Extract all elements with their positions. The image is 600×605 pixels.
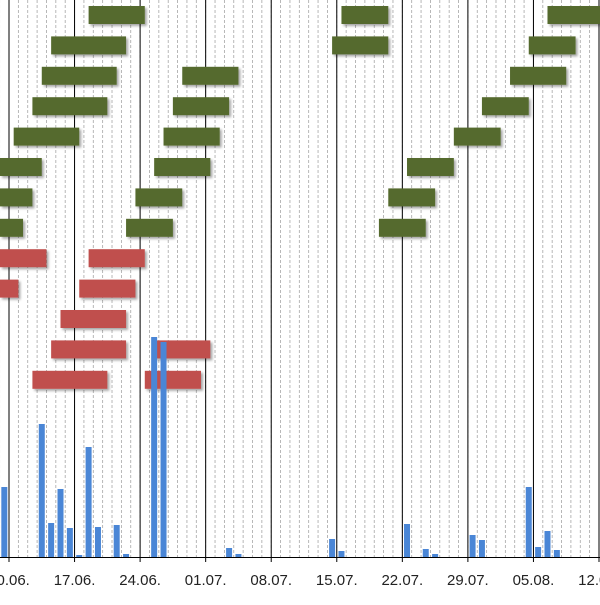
gantt-bar (41, 66, 117, 85)
gantt-bar (144, 370, 201, 389)
gantt-bar (88, 249, 145, 268)
gantt-bar (135, 188, 183, 207)
gantt-bar (154, 158, 211, 176)
histogram-bar (404, 524, 411, 557)
histogram-bar (422, 549, 429, 557)
x-tick-label: 17.06. (54, 572, 96, 589)
gantt-bar (32, 370, 108, 389)
gantt-bar (79, 279, 136, 298)
gantt-bar (51, 340, 127, 359)
bars-layer (0, 6, 600, 389)
histogram-bar (85, 447, 92, 557)
histogram-bar (113, 525, 120, 557)
histogram-bar (525, 487, 532, 557)
gantt-bar (510, 66, 567, 85)
gantt-bar (528, 36, 576, 55)
gantt-bar (0, 158, 42, 176)
histogram-bar (469, 535, 476, 557)
x-tick-label: 15.07. (316, 572, 358, 589)
histogram-bar (235, 554, 242, 557)
x-tick-label: 08.07. (250, 572, 292, 589)
gantt-bar (13, 127, 80, 146)
gantt-bar (0, 188, 33, 207)
gantt-bar (341, 6, 389, 24)
gantt-bar (481, 97, 529, 116)
histogram-bar (226, 548, 233, 557)
gantt-bar (332, 36, 389, 55)
histogram-bar (160, 342, 167, 557)
histogram-bar (66, 528, 73, 557)
histogram-bar (553, 550, 560, 557)
gantt-bar (0, 279, 19, 298)
gantt-bar (32, 97, 108, 116)
histogram-layer (1, 337, 560, 557)
histogram-bar (432, 554, 439, 557)
gantt-bar (60, 310, 127, 328)
gantt-bar (51, 36, 127, 55)
gantt-bar (163, 127, 220, 146)
gantt-bar (126, 218, 173, 237)
histogram-bar (151, 337, 158, 557)
gantt-bar (88, 6, 145, 24)
gantt-bar (154, 340, 211, 359)
x-tick-label: 24.06. (119, 572, 161, 589)
gantt-bar (172, 97, 230, 116)
histogram-bar (94, 527, 101, 557)
x-tick-label: 10.06. (0, 572, 30, 589)
histogram-bar (57, 489, 64, 557)
grid-layer (0, 0, 600, 557)
histogram-bar (48, 523, 55, 557)
gantt-bar (182, 66, 239, 85)
gantt-bar (407, 158, 454, 176)
histogram-bar (338, 551, 345, 557)
x-tick-label: 05.08. (513, 572, 555, 589)
x-tick-label: 12.08. (578, 572, 600, 589)
x-axis: 10.06. 17.06. 24.06. 01.07. 08.07. 15.07. 22.0… (0, 557, 600, 589)
histogram-bar (329, 539, 336, 557)
gantt-bar (0, 218, 24, 237)
histogram-bar (544, 531, 551, 557)
histogram-bar (478, 540, 485, 557)
histogram-bar (1, 487, 8, 557)
gantt-bar (453, 127, 501, 146)
histogram-bar (123, 554, 130, 557)
x-tick-label: 22.07. (381, 572, 423, 589)
gantt-bar (378, 218, 426, 237)
x-tick-label: 29.07. (447, 572, 489, 589)
histogram-bar (76, 555, 83, 557)
histogram-bar (535, 547, 542, 557)
x-tick-label: 01.07. (185, 572, 227, 589)
gantt-bar (388, 188, 436, 207)
gantt-bar (0, 249, 47, 268)
gantt-bar (547, 6, 600, 24)
histogram-bar (38, 424, 45, 557)
